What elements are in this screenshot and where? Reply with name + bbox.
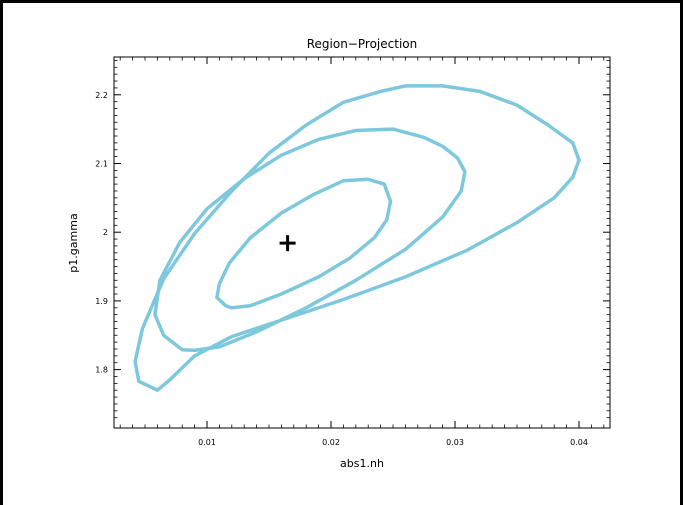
x-axis-label: abs1.nh <box>340 457 384 470</box>
contour-middle <box>153 127 467 353</box>
y-tick-label: 2.2 <box>95 91 108 100</box>
y-tick-label: 1.9 <box>95 297 108 306</box>
contour-inner <box>215 177 393 310</box>
y-axis-label: p1.gamma <box>67 213 80 272</box>
y-tick-label: 2 <box>103 228 108 237</box>
contour-outer <box>133 84 581 392</box>
best-fit-marker <box>279 235 296 252</box>
x-tick-label: 0.03 <box>446 438 464 447</box>
x-tick-label: 0.01 <box>198 438 216 447</box>
y-tick-label: 1.8 <box>95 366 108 375</box>
axis-ticks: 0.01 0.02 0.03 0.04 1.8 1.9 2 2.1 2.2 <box>95 57 610 447</box>
y-tick-label: 2.1 <box>95 159 108 168</box>
contour-lines <box>133 84 581 392</box>
x-tick-label: 0.02 <box>322 438 340 447</box>
plot-area <box>113 56 611 429</box>
chart-title: Region−Projection <box>307 37 417 51</box>
x-tick-label: 0.04 <box>570 438 588 447</box>
